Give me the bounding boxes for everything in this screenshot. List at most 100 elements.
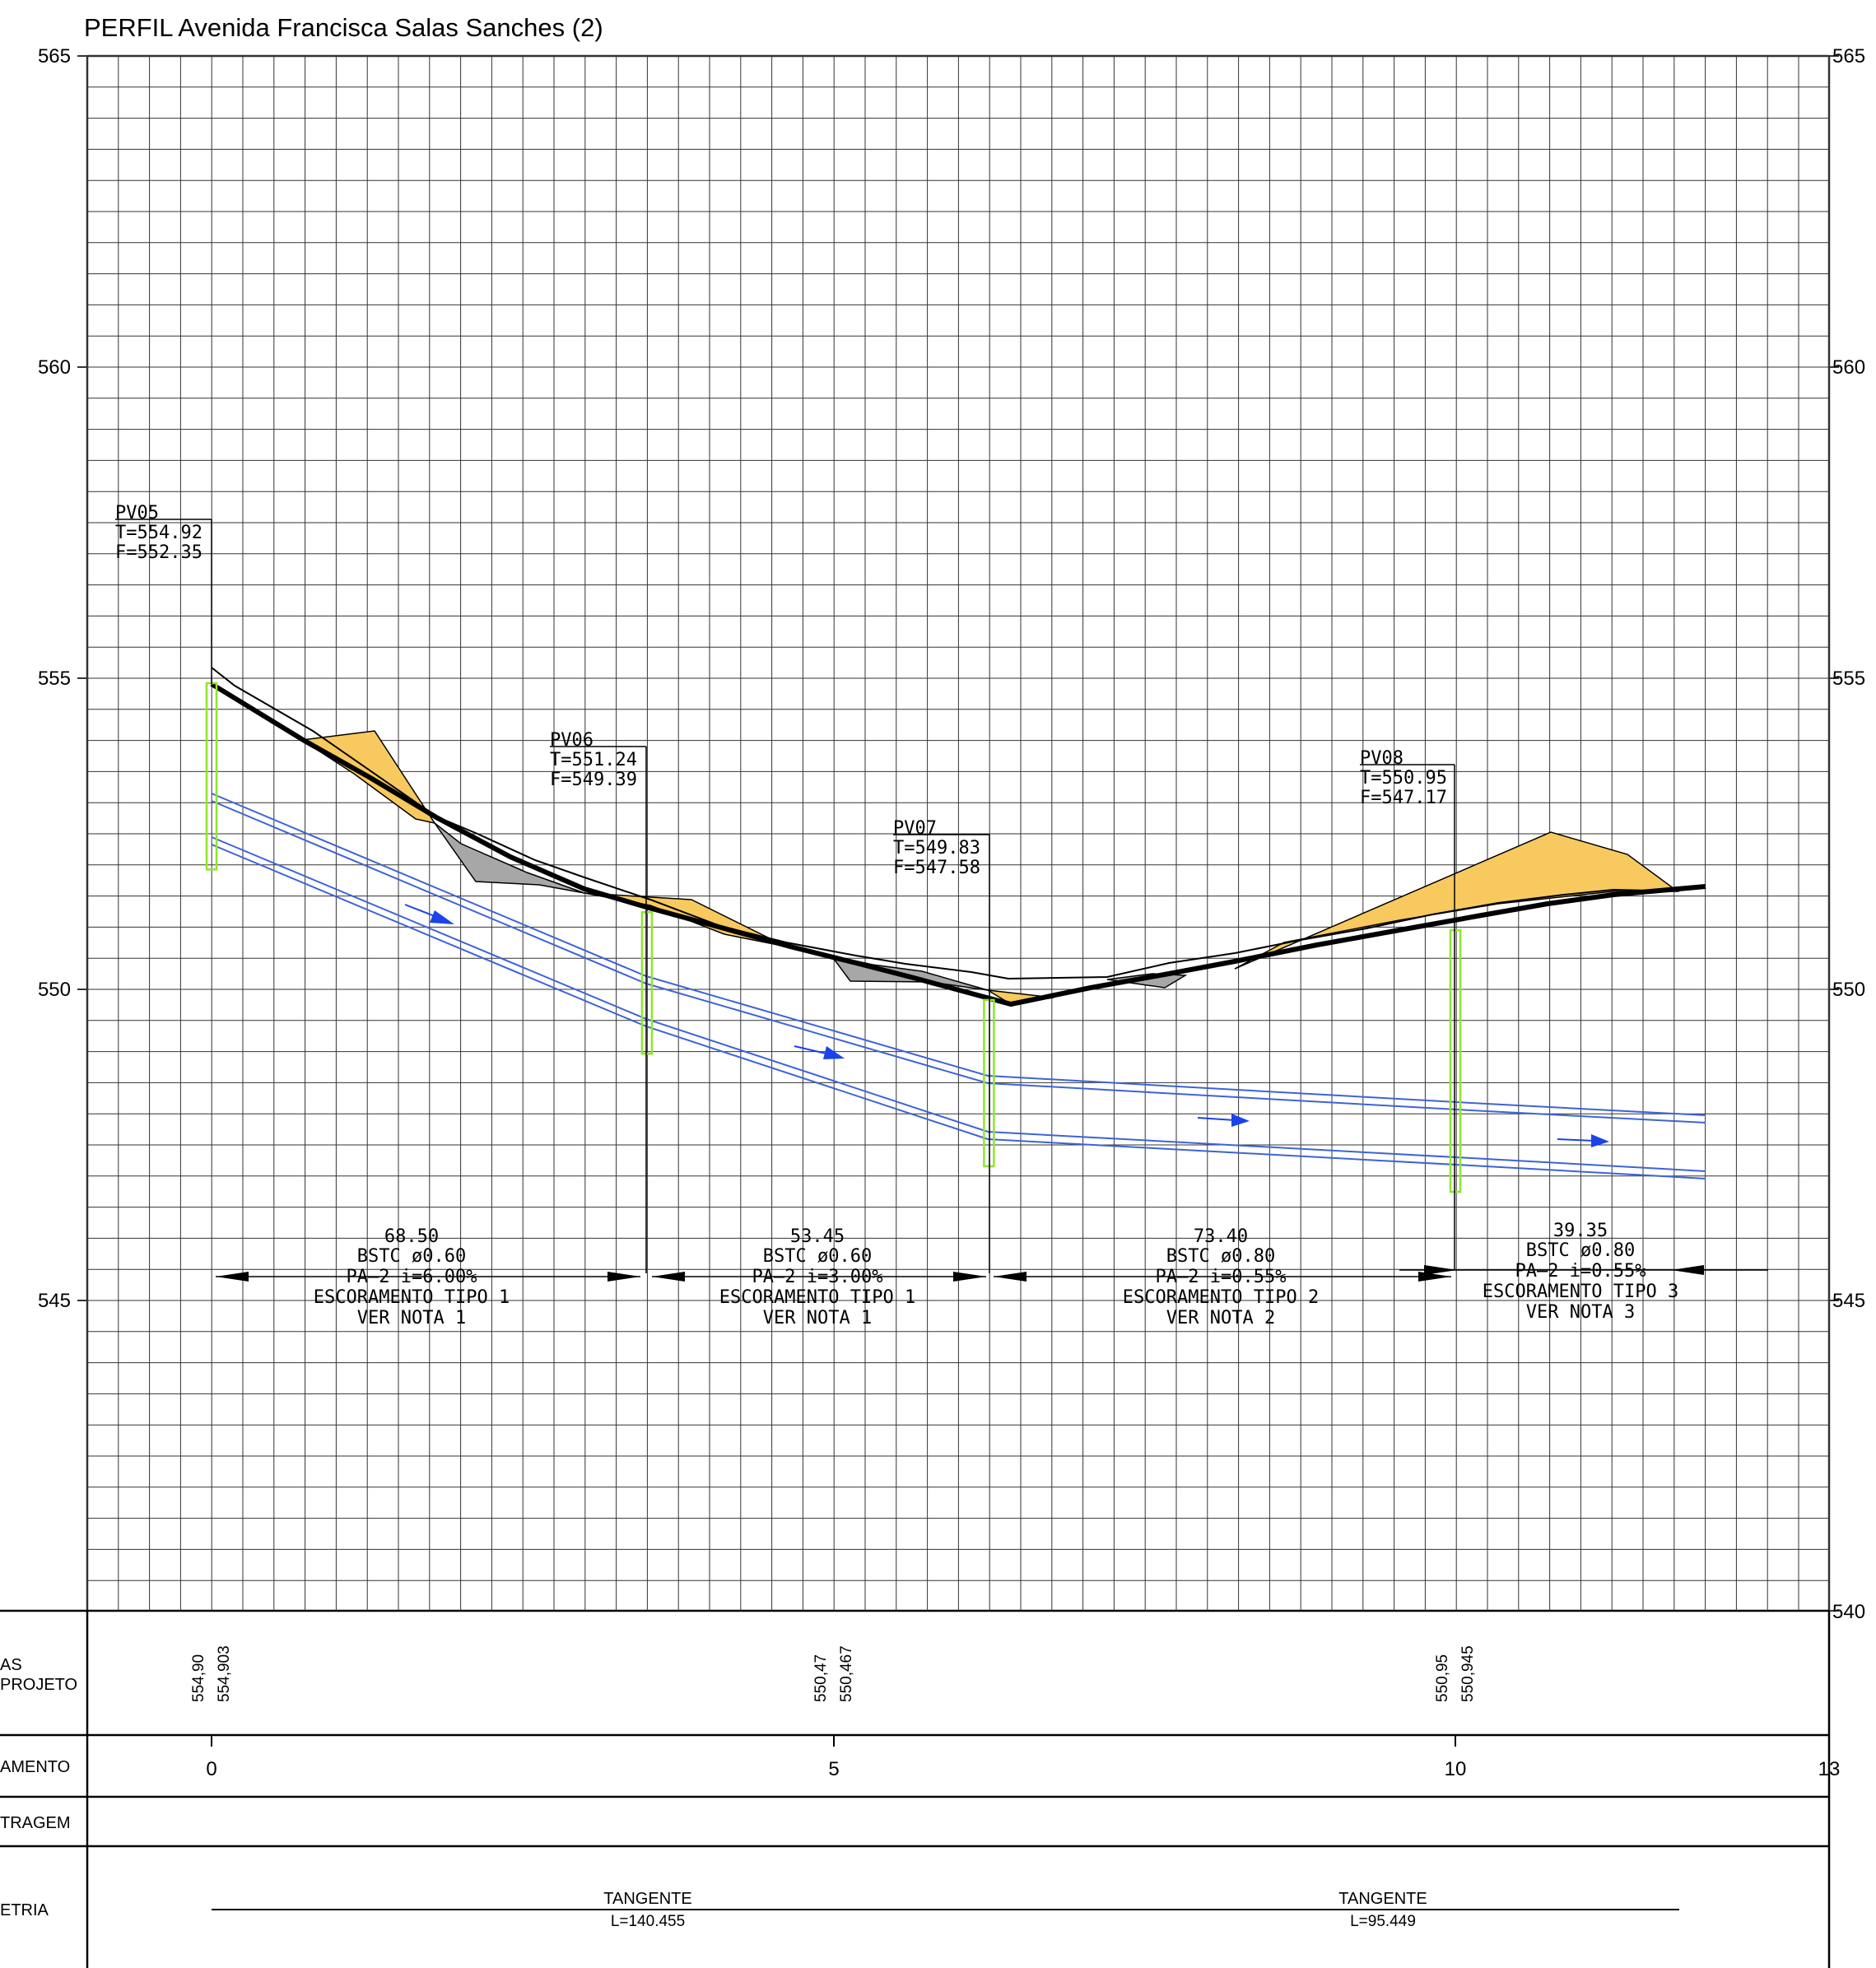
geometry-type: TANGENTE <box>1338 1890 1427 1908</box>
geometry-type: TANGENTE <box>603 1890 691 1908</box>
manhole-f-elevation: F=547.58 <box>893 858 980 878</box>
segment-pipe: BSTC ø0.60 <box>763 1246 872 1267</box>
manhole-name: PV05 <box>115 503 159 523</box>
cota-terreno: 554,90 <box>190 1654 207 1702</box>
pipe-invert-inner <box>211 844 1706 1179</box>
band-label-geometria: ETRIA <box>0 1901 49 1919</box>
segment-slope: PA–2 i=6.00% <box>347 1267 477 1287</box>
cota-projeto: 550,467 <box>838 1645 855 1702</box>
cut-area <box>1106 973 1188 989</box>
flow-arrow <box>404 904 454 924</box>
manhole-t-elevation: T=549.83 <box>893 838 980 858</box>
pv08-label: PV08 T=550.95 F=547.17 <box>1360 748 1455 1270</box>
fill-area <box>1234 831 1680 970</box>
cut-area <box>434 822 585 894</box>
segment-length: 53.45 <box>790 1226 845 1247</box>
manhole-shaft <box>1449 928 1462 1193</box>
geometry-length: L=95.449 <box>1350 1913 1416 1930</box>
terrain-line <box>211 667 1651 980</box>
elevation-grid <box>77 54 1839 1612</box>
segment-note: VER NOTA 1 <box>763 1308 872 1328</box>
manhole-t-elevation: T=550.95 <box>1360 768 1447 789</box>
left-tick-565: 565 <box>38 45 71 67</box>
segment-label: 68.50 BSTC ø0.60 PA–2 i=6.00% ESCORAMENT… <box>314 1226 510 1328</box>
cota-projeto: 554,903 <box>216 1645 233 1702</box>
segment-dimensions <box>216 1265 1768 1282</box>
band-label-cotas-line2: PROJETO <box>0 1676 77 1694</box>
data-bands: AS PROJETO AMENTO TRAGEM ETRIA <box>0 1609 1831 1968</box>
manhole-shaft <box>640 911 654 1055</box>
station-label: 10 <box>1445 1758 1467 1780</box>
pipe-crown-outer <box>211 793 1706 1116</box>
segment-label: 39.35 BSTC ø0.80 PA–2 i=0.55% ESCORAMENT… <box>1483 1221 1678 1323</box>
left-tick-545: 545 <box>38 1290 71 1312</box>
cota-terreno: 550,95 <box>1434 1654 1451 1702</box>
station-labels: 0 5 10 13 <box>206 1758 1840 1780</box>
pv07-label: PV07 T=549.83 F=547.58 <box>893 818 990 1273</box>
segment-dimension <box>652 1272 986 1282</box>
segment-labels: 68.50 BSTC ø0.60 PA–2 i=6.00% ESCORAMENT… <box>314 1221 1678 1328</box>
segment-label: 53.45 BSTC ø0.60 PA–2 i=3.00% ESCORAMENT… <box>719 1226 915 1328</box>
segment-note: VER NOTA 3 <box>1526 1302 1635 1323</box>
pipe-invert-outer <box>211 836 1706 1172</box>
chart-title: PERFIL Avenida Francisca Salas Sanches (… <box>84 13 603 42</box>
left-tick-560: 560 <box>38 356 71 379</box>
cota-projeto: 550,945 <box>1459 1645 1477 1702</box>
flow-arrow <box>1557 1134 1609 1147</box>
left-tick-550: 550 <box>38 979 71 1001</box>
band-label-metragem: TRAGEM <box>0 1814 71 1832</box>
right-elevation-axis: 565 560 555 550 545 540 <box>1832 45 1865 1623</box>
geometry-length: L=140.455 <box>611 1913 685 1930</box>
segment-length: 68.50 <box>384 1226 439 1247</box>
segment-shoring: ESCORAMENTO TIPO 1 <box>719 1287 915 1308</box>
left-tick-555: 555 <box>38 668 71 690</box>
segment-note: VER NOTA 1 <box>357 1308 466 1328</box>
cota-terreno: 550,47 <box>812 1654 830 1702</box>
flow-arrow <box>794 1045 845 1059</box>
segment-length: 39.35 <box>1553 1221 1608 1241</box>
manhole-labels: PV05 T=554.92 F=552.35 PV06 T=551.24 F=5… <box>115 503 1455 1273</box>
manhole-name: PV06 <box>550 730 594 751</box>
segment-shoring: ESCORAMENTO TIPO 3 <box>1483 1282 1678 1302</box>
segment-shoring: ESCORAMENTO TIPO 2 <box>1123 1287 1319 1308</box>
segment-pipe: BSTC ø0.60 <box>357 1246 466 1267</box>
segment-dimension <box>216 1272 640 1282</box>
manhole-name: PV08 <box>1360 748 1404 769</box>
station-label: 0 <box>206 1758 216 1780</box>
manhole-name: PV07 <box>893 818 937 839</box>
segment-pipe: BSTC ø0.80 <box>1526 1240 1635 1261</box>
right-tick-550: 550 <box>1832 979 1865 1001</box>
flow-arrow <box>1197 1114 1250 1127</box>
station-label: 13 <box>1818 1758 1841 1780</box>
segment-shoring: ESCORAMENTO TIPO 1 <box>314 1287 510 1308</box>
segment-slope: PA–2 i=0.55% <box>1515 1261 1646 1282</box>
manhole-f-elevation: F=547.17 <box>1360 788 1447 808</box>
right-tick-540: 540 <box>1832 1601 1865 1623</box>
segment-slope: PA–2 i=0.55% <box>1156 1267 1287 1287</box>
right-tick-565: 565 <box>1832 45 1865 67</box>
pipe-crown-inner <box>211 800 1706 1124</box>
segment-pipe: BSTC ø0.80 <box>1166 1246 1275 1267</box>
manhole-f-elevation: F=549.39 <box>550 770 637 790</box>
manhole-t-elevation: T=554.92 <box>115 523 202 543</box>
manhole-f-elevation: F=552.35 <box>115 542 202 563</box>
band-label-cotas-line1: AS <box>0 1656 22 1674</box>
flow-arrows <box>404 904 1609 1147</box>
segment-note: VER NOTA 2 <box>1166 1308 1275 1328</box>
segment-slope: PA–2 i=3.00% <box>752 1267 883 1287</box>
segment-length: 73.40 <box>1194 1226 1248 1247</box>
segment-dimension <box>1399 1265 1768 1275</box>
geometry-band: TANGENTE L=140.455 TANGENTE L=95.449 <box>212 1890 1679 1930</box>
cotas-values: 554,90 554,903 550,47 550,467 550,95 550… <box>190 1645 1477 1702</box>
left-elevation-axis: 565 560 555 550 545 <box>38 45 71 1312</box>
right-tick-560: 560 <box>1832 356 1865 379</box>
pv05-label: PV05 T=554.92 F=552.35 <box>115 503 212 684</box>
band-label-estaqueamento: AMENTO <box>0 1758 70 1776</box>
station-label: 5 <box>828 1758 839 1780</box>
right-tick-545: 545 <box>1832 1290 1865 1312</box>
right-tick-555: 555 <box>1832 668 1865 690</box>
manhole-t-elevation: T=551.24 <box>550 750 637 770</box>
pv06-label: PV06 T=551.24 F=549.39 <box>550 730 647 1273</box>
sewer-pipes <box>211 793 1706 1179</box>
